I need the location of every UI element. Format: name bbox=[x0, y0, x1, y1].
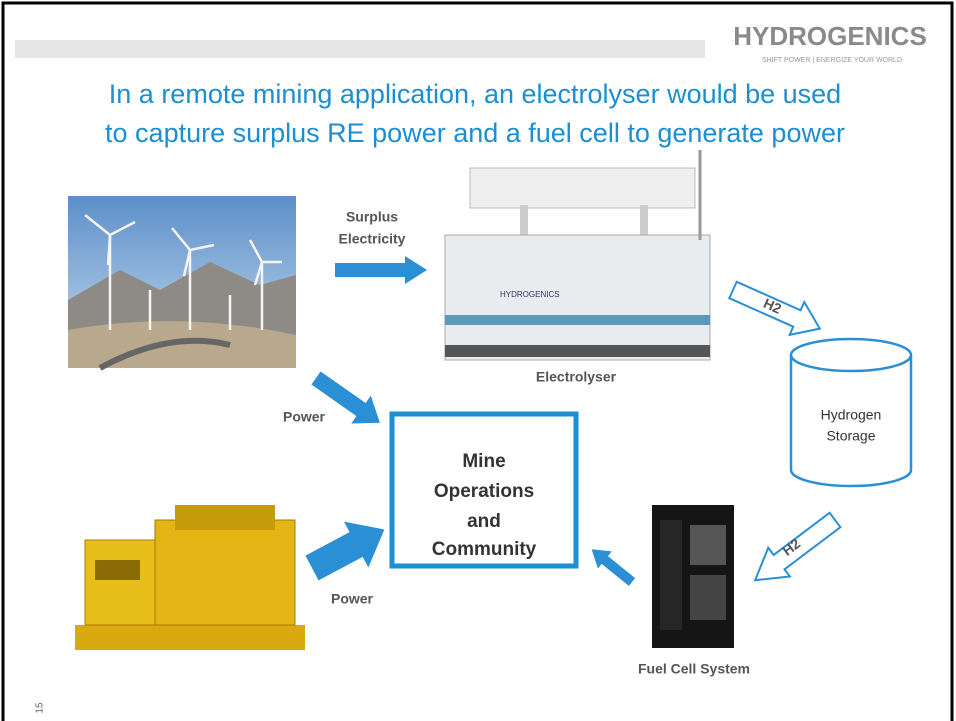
mine-label: Mine bbox=[462, 451, 505, 472]
logo-tagline: SHIFT POWER | ENERGIZE YOUR WORLD bbox=[762, 57, 902, 64]
title-line: to capture surplus RE power and a fuel c… bbox=[105, 118, 845, 148]
fuel-cell-image bbox=[652, 505, 734, 648]
h2-arrow bbox=[753, 511, 842, 582]
arrow bbox=[591, 549, 636, 586]
page-number: 15 bbox=[35, 702, 46, 714]
generator-image bbox=[75, 505, 305, 650]
arrow bbox=[335, 256, 427, 284]
electrolyser-brand: HYDROGENICS bbox=[500, 290, 560, 299]
mine-label: Operations bbox=[434, 481, 534, 502]
label: Hydrogen bbox=[821, 407, 882, 423]
label: Electricity bbox=[339, 231, 406, 247]
title-line: In a remote mining application, an elect… bbox=[109, 79, 841, 109]
arrow bbox=[311, 371, 380, 424]
label: Power bbox=[283, 409, 326, 425]
label: Surplus bbox=[346, 209, 398, 225]
mine-box bbox=[389, 411, 579, 569]
electrolyser-image: HYDROGENICS bbox=[444, 150, 711, 361]
label: Storage bbox=[826, 428, 875, 444]
wind-farm-image bbox=[68, 196, 296, 371]
label: H2 bbox=[761, 295, 784, 317]
h2-arrow bbox=[728, 280, 822, 337]
mine-label: and bbox=[467, 511, 501, 532]
header-band bbox=[15, 40, 705, 58]
arrow bbox=[305, 521, 385, 581]
mine-label: Community bbox=[432, 539, 537, 560]
label: Power bbox=[331, 591, 374, 607]
logo: HYDROGENICS bbox=[733, 21, 927, 51]
label: Electrolyser bbox=[536, 369, 617, 385]
label: Fuel Cell System bbox=[638, 661, 750, 677]
storage-cylinder bbox=[789, 337, 913, 488]
